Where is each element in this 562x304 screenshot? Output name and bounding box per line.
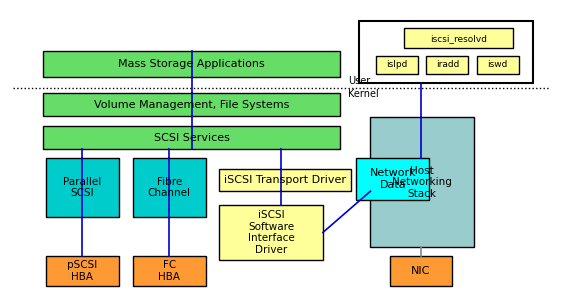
Text: FC
HBA: FC HBA	[158, 260, 180, 282]
FancyBboxPatch shape	[46, 256, 119, 286]
FancyBboxPatch shape	[133, 158, 206, 217]
FancyBboxPatch shape	[43, 93, 339, 116]
FancyBboxPatch shape	[220, 168, 351, 191]
Text: iswd: iswd	[487, 60, 508, 69]
Text: Network
Data: Network Data	[370, 168, 416, 190]
FancyBboxPatch shape	[133, 256, 206, 286]
Text: Volume Management, File Systems: Volume Management, File Systems	[94, 99, 289, 109]
Text: SCSI Services: SCSI Services	[153, 133, 229, 143]
Text: islpd: islpd	[386, 60, 407, 69]
Text: Mass Storage Applications: Mass Storage Applications	[118, 59, 265, 69]
Text: User: User	[348, 76, 370, 86]
Text: pSCSI
HBA: pSCSI HBA	[67, 260, 98, 282]
Text: Fibre
Channel: Fibre Channel	[148, 177, 191, 198]
Text: Parallel
SCSI: Parallel SCSI	[64, 177, 102, 198]
Text: iradd: iradd	[436, 60, 459, 69]
Text: iSCSI Transport Driver: iSCSI Transport Driver	[224, 175, 346, 185]
FancyBboxPatch shape	[477, 56, 519, 74]
FancyBboxPatch shape	[356, 158, 429, 200]
FancyBboxPatch shape	[43, 51, 339, 77]
Text: iscsi_resolvd: iscsi_resolvd	[430, 34, 487, 43]
Text: NIC: NIC	[411, 266, 430, 276]
FancyBboxPatch shape	[46, 158, 119, 217]
FancyBboxPatch shape	[43, 126, 339, 149]
Text: Kernel: Kernel	[348, 89, 379, 99]
Text: Host
Networking
Stack: Host Networking Stack	[392, 165, 452, 199]
FancyBboxPatch shape	[427, 56, 468, 74]
Text: iSCSI
Software
Interface
Driver: iSCSI Software Interface Driver	[248, 210, 294, 255]
FancyBboxPatch shape	[390, 256, 451, 286]
FancyBboxPatch shape	[370, 117, 474, 247]
FancyBboxPatch shape	[404, 29, 513, 48]
FancyBboxPatch shape	[220, 205, 323, 261]
FancyBboxPatch shape	[376, 56, 418, 74]
